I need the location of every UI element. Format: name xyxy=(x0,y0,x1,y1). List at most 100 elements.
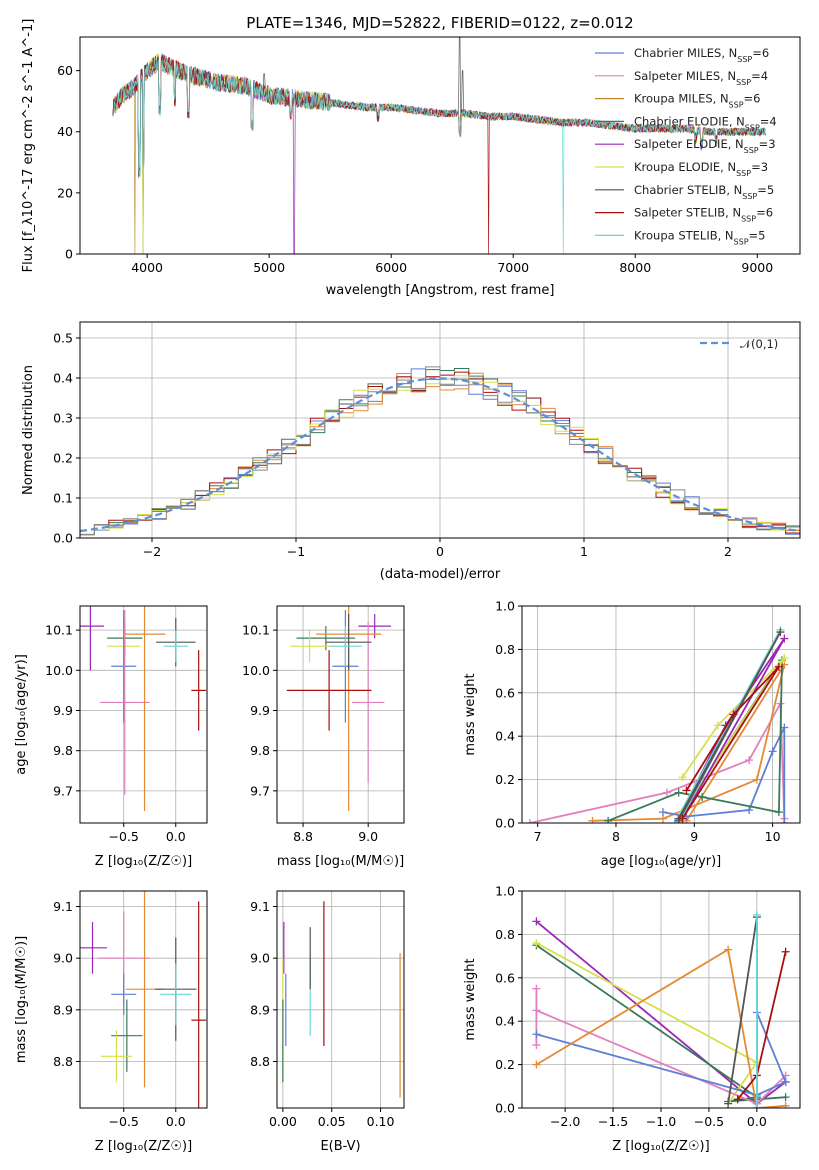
mass-weight-marker xyxy=(724,1099,733,1108)
y-tick-label: 9.8 xyxy=(53,743,73,758)
x-tick-label: 2 xyxy=(724,544,732,559)
y-axis-label: age [log₁₀(age/yr)] xyxy=(14,654,29,775)
y-tick-label: 9.0 xyxy=(250,951,270,966)
mass-weight-marker xyxy=(745,805,754,814)
x-tick-label: 5000 xyxy=(253,260,285,275)
y-tick-label: 0.1 xyxy=(53,491,73,506)
errorbar-point xyxy=(329,626,362,667)
mass-weight-marker xyxy=(780,723,789,732)
errorbar-point xyxy=(100,1030,133,1083)
errorbar-point xyxy=(123,606,166,811)
x-tick-label: 10 xyxy=(765,829,781,844)
mass-weight-marker xyxy=(674,788,683,797)
legend-nssp-value: =4 xyxy=(760,114,777,128)
x-axis-label: mass [log₁₀(M/M☉)] xyxy=(277,854,404,869)
mass-weight-marker xyxy=(662,788,671,797)
mass-weight-marker xyxy=(780,634,789,643)
axes-frame xyxy=(79,890,208,1109)
errorbar-point xyxy=(286,650,372,731)
axes-frame xyxy=(521,605,801,824)
y-tick-label: 0.8 xyxy=(495,927,515,942)
histogram-step-line xyxy=(80,366,800,538)
mass-weight-marker xyxy=(752,910,761,919)
legend-nssp-value: =5 xyxy=(749,228,766,242)
spectrum-series-line xyxy=(112,57,766,254)
x-tick-label: 0.0 xyxy=(166,1114,186,1129)
y-tick-label: 10.0 xyxy=(242,663,270,678)
mass-weight-marker xyxy=(532,1060,541,1069)
y-tick-label: 0.6 xyxy=(495,970,515,985)
panel-age_vs_mass: 8.8 9.0 9.7 9.8 9.9 10.0 10.1 mass [log₁₀(M/M☉)… xyxy=(242,605,405,869)
y-tick-label: 8.9 xyxy=(250,1002,270,1017)
x-tick-label: 0.0 xyxy=(166,829,186,844)
y-tick-label: 10.1 xyxy=(242,623,270,638)
y-tick-label: 20 xyxy=(57,185,73,200)
legend-entry: 𝒩(0,1) xyxy=(740,337,778,351)
errorbar-point xyxy=(290,630,330,663)
legend-nssp-value: =3 xyxy=(751,160,768,174)
x-tick-label: 7 xyxy=(534,829,542,844)
panel-mass_vs_Z: −0.5 0.0 8.8 8.9 9.0 9.1 Z [log₁₀(Z/Z☉)] mass [… xyxy=(14,890,208,1154)
y-axis-label: Flux [f_λ10^-17 erg cm^-2 s^-1 A^-1] xyxy=(21,19,36,273)
y-tick-label: 8.9 xyxy=(53,1002,73,1017)
errorbar-point xyxy=(163,630,189,663)
mass-weight-marker xyxy=(588,816,597,823)
plot-area-residuals xyxy=(80,366,800,538)
legend-subscript: SSP xyxy=(745,123,760,132)
legend-nssp-value: =3 xyxy=(759,137,776,151)
x-tick-label: 9000 xyxy=(741,260,773,275)
mass-weight-marker xyxy=(532,1030,541,1039)
y-tick-label: 9.0 xyxy=(53,951,73,966)
y-tick-label: 0.2 xyxy=(53,451,73,466)
y-tick-label: 0.6 xyxy=(495,685,515,700)
y-tick-label: 8.8 xyxy=(250,1054,270,1069)
mass-weight-marker xyxy=(698,792,707,801)
mass-weight-marker xyxy=(781,947,790,956)
x-tick-label: 0.0 xyxy=(747,1114,767,1129)
errorbar-point xyxy=(111,610,137,723)
mass-weight-marker xyxy=(678,773,687,782)
x-axis-label: E(B-V) xyxy=(320,1139,360,1154)
legend-entry: Chabrier MILES, NSSP=6 xyxy=(634,46,769,64)
axes-frame xyxy=(79,36,801,255)
mass-weight-line xyxy=(673,629,782,823)
mass-weight-marker xyxy=(774,662,783,671)
y-tick-label: 0.0 xyxy=(53,531,73,546)
errorbar-point xyxy=(351,622,385,783)
y-tick-label: 0.4 xyxy=(53,371,73,386)
x-tick-label: 8.8 xyxy=(293,829,313,844)
mass-weight-marker xyxy=(658,808,667,817)
mass-weight-line xyxy=(677,631,782,822)
y-tick-label: 40 xyxy=(57,124,73,139)
x-tick-label: 6000 xyxy=(375,260,407,275)
errorbar-point xyxy=(111,973,137,1015)
legend-nssp-value: =4 xyxy=(751,69,768,83)
mass-weight-marker xyxy=(604,816,613,823)
x-tick-label: 4000 xyxy=(131,260,163,275)
figure-title: PLATE=1346, MJD=52822, FIBERID=0122, z=0… xyxy=(246,14,633,32)
mass-weight-marker xyxy=(745,756,754,765)
x-tick-label: −0.5 xyxy=(109,829,139,844)
legend-nssp-value: =6 xyxy=(752,46,769,60)
x-tick-label: 0.05 xyxy=(318,1114,346,1129)
legend-entry: Salpeter ELODIE, NSSP=3 xyxy=(634,137,776,155)
legend-subscript: SSP xyxy=(729,100,744,109)
mass-weight-line xyxy=(536,1012,787,1096)
legend-subscript: SSP xyxy=(736,169,751,178)
mass-weight-marker xyxy=(532,1006,541,1015)
mass-weight-marker xyxy=(781,1077,790,1086)
plot-area-age_vs_mass xyxy=(286,606,391,811)
panel-residuals: −2 −1 0 1 2 0.0 0.1 0.2 0.3 0.4 0.5 (data-model)/er… xyxy=(21,321,801,582)
normal-reference-curve xyxy=(80,377,800,533)
x-tick-label: 8000 xyxy=(619,260,651,275)
y-tick-label: 0.2 xyxy=(495,1057,515,1072)
y-tick-label: 1.0 xyxy=(495,599,515,614)
mass-weight-marker xyxy=(776,628,785,637)
y-tick-label: 0.3 xyxy=(53,411,73,426)
mass-weight-marker xyxy=(532,917,541,926)
mass-weight-marker xyxy=(768,747,777,756)
plot-area-age_vs_Z xyxy=(80,606,206,811)
mass-weight-marker xyxy=(713,721,722,730)
errorbar-point xyxy=(325,614,372,671)
